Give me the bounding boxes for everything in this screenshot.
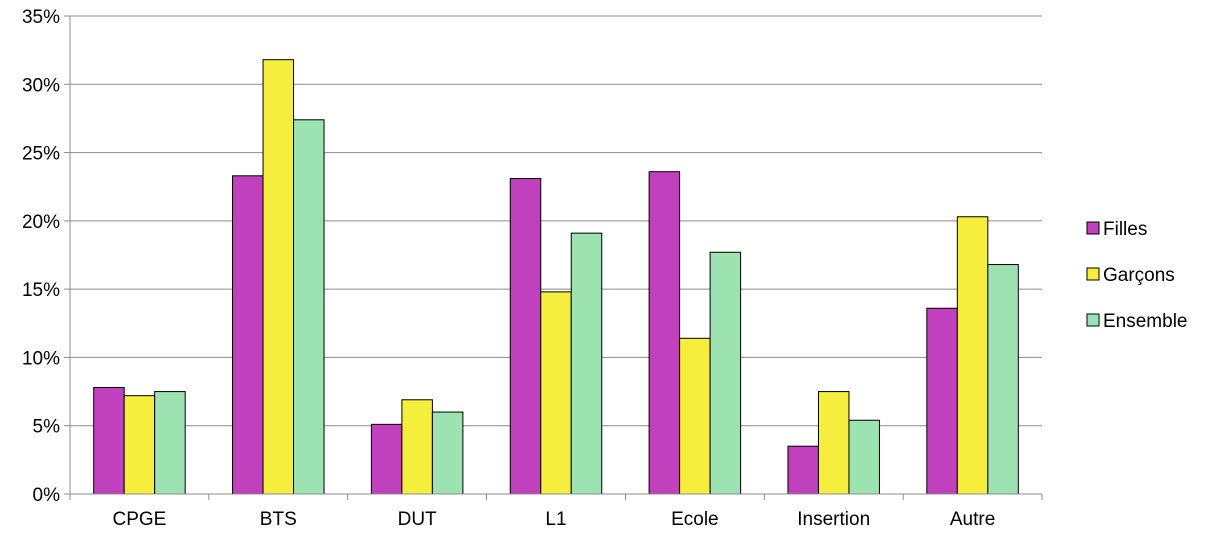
bar-ensemble-autre xyxy=(987,264,1019,495)
x-axis-tick-labels: CPGE BTS DUT L1 Ecole Insertion Autre xyxy=(112,509,995,530)
x-tick-label: DUT xyxy=(398,509,437,530)
bar-gar-ons-autre xyxy=(956,216,989,495)
y-axis-tick-labels: 0% 5% 10% 15% 20% 25% 30% 35% xyxy=(22,7,60,506)
x-tick-label: Autre xyxy=(950,509,995,530)
y-tick-label: 5% xyxy=(33,417,61,438)
bar-gar-ons-insertion xyxy=(817,391,850,495)
axes xyxy=(64,15,1043,500)
legend-label: Ensemble xyxy=(1103,311,1188,332)
y-tick-label: 35% xyxy=(22,7,60,28)
y-tick-label: 20% xyxy=(22,212,60,233)
x-tick-label: Insertion xyxy=(797,509,870,530)
bar-filles-dut xyxy=(370,423,403,495)
x-tick-label: CPGE xyxy=(112,509,166,530)
legend-label: Garçons xyxy=(1103,265,1175,286)
y-tick-label: 25% xyxy=(22,144,60,165)
bar-gar-ons-bts xyxy=(262,59,295,495)
legend-swatch-ensemble xyxy=(1086,313,1100,327)
bar-ensemble-ecole xyxy=(709,251,742,495)
legend-swatch-gar-ons xyxy=(1086,267,1100,281)
y-tick-label: 0% xyxy=(33,485,61,506)
y-tick-label: 15% xyxy=(22,280,60,301)
legend-swatch-filles xyxy=(1086,221,1100,235)
y-tick-label: 30% xyxy=(22,75,60,96)
gridlines xyxy=(70,15,1042,427)
x-tick-label: L1 xyxy=(545,509,566,530)
bar-gar-ons-cpge xyxy=(123,395,156,495)
x-tick-label: BTS xyxy=(260,509,297,530)
bars xyxy=(93,59,1019,495)
bar-filles-l1 xyxy=(509,178,542,495)
legend: Filles Garçons Ensemble xyxy=(1086,219,1188,332)
y-tick-label: 10% xyxy=(22,348,60,369)
bar-ensemble-cpge xyxy=(154,391,186,495)
bar-ensemble-dut xyxy=(431,411,464,495)
bar-gar-ons-ecole xyxy=(679,337,711,495)
x-tick-label: Ecole xyxy=(671,509,719,530)
bar-filles-bts xyxy=(232,175,264,495)
bar-filles-autre xyxy=(926,307,958,495)
bar-gar-ons-dut xyxy=(401,399,433,495)
bar-filles-cpge xyxy=(93,386,125,495)
bar-ensemble-insertion xyxy=(848,419,880,495)
bar-ensemble-bts xyxy=(293,119,325,495)
bar-ensemble-l1 xyxy=(570,232,603,495)
legend-label: Filles xyxy=(1103,219,1147,240)
bar-gar-ons-l1 xyxy=(540,291,572,495)
bar-filles-insertion xyxy=(787,445,819,495)
bar-filles-ecole xyxy=(648,171,681,495)
